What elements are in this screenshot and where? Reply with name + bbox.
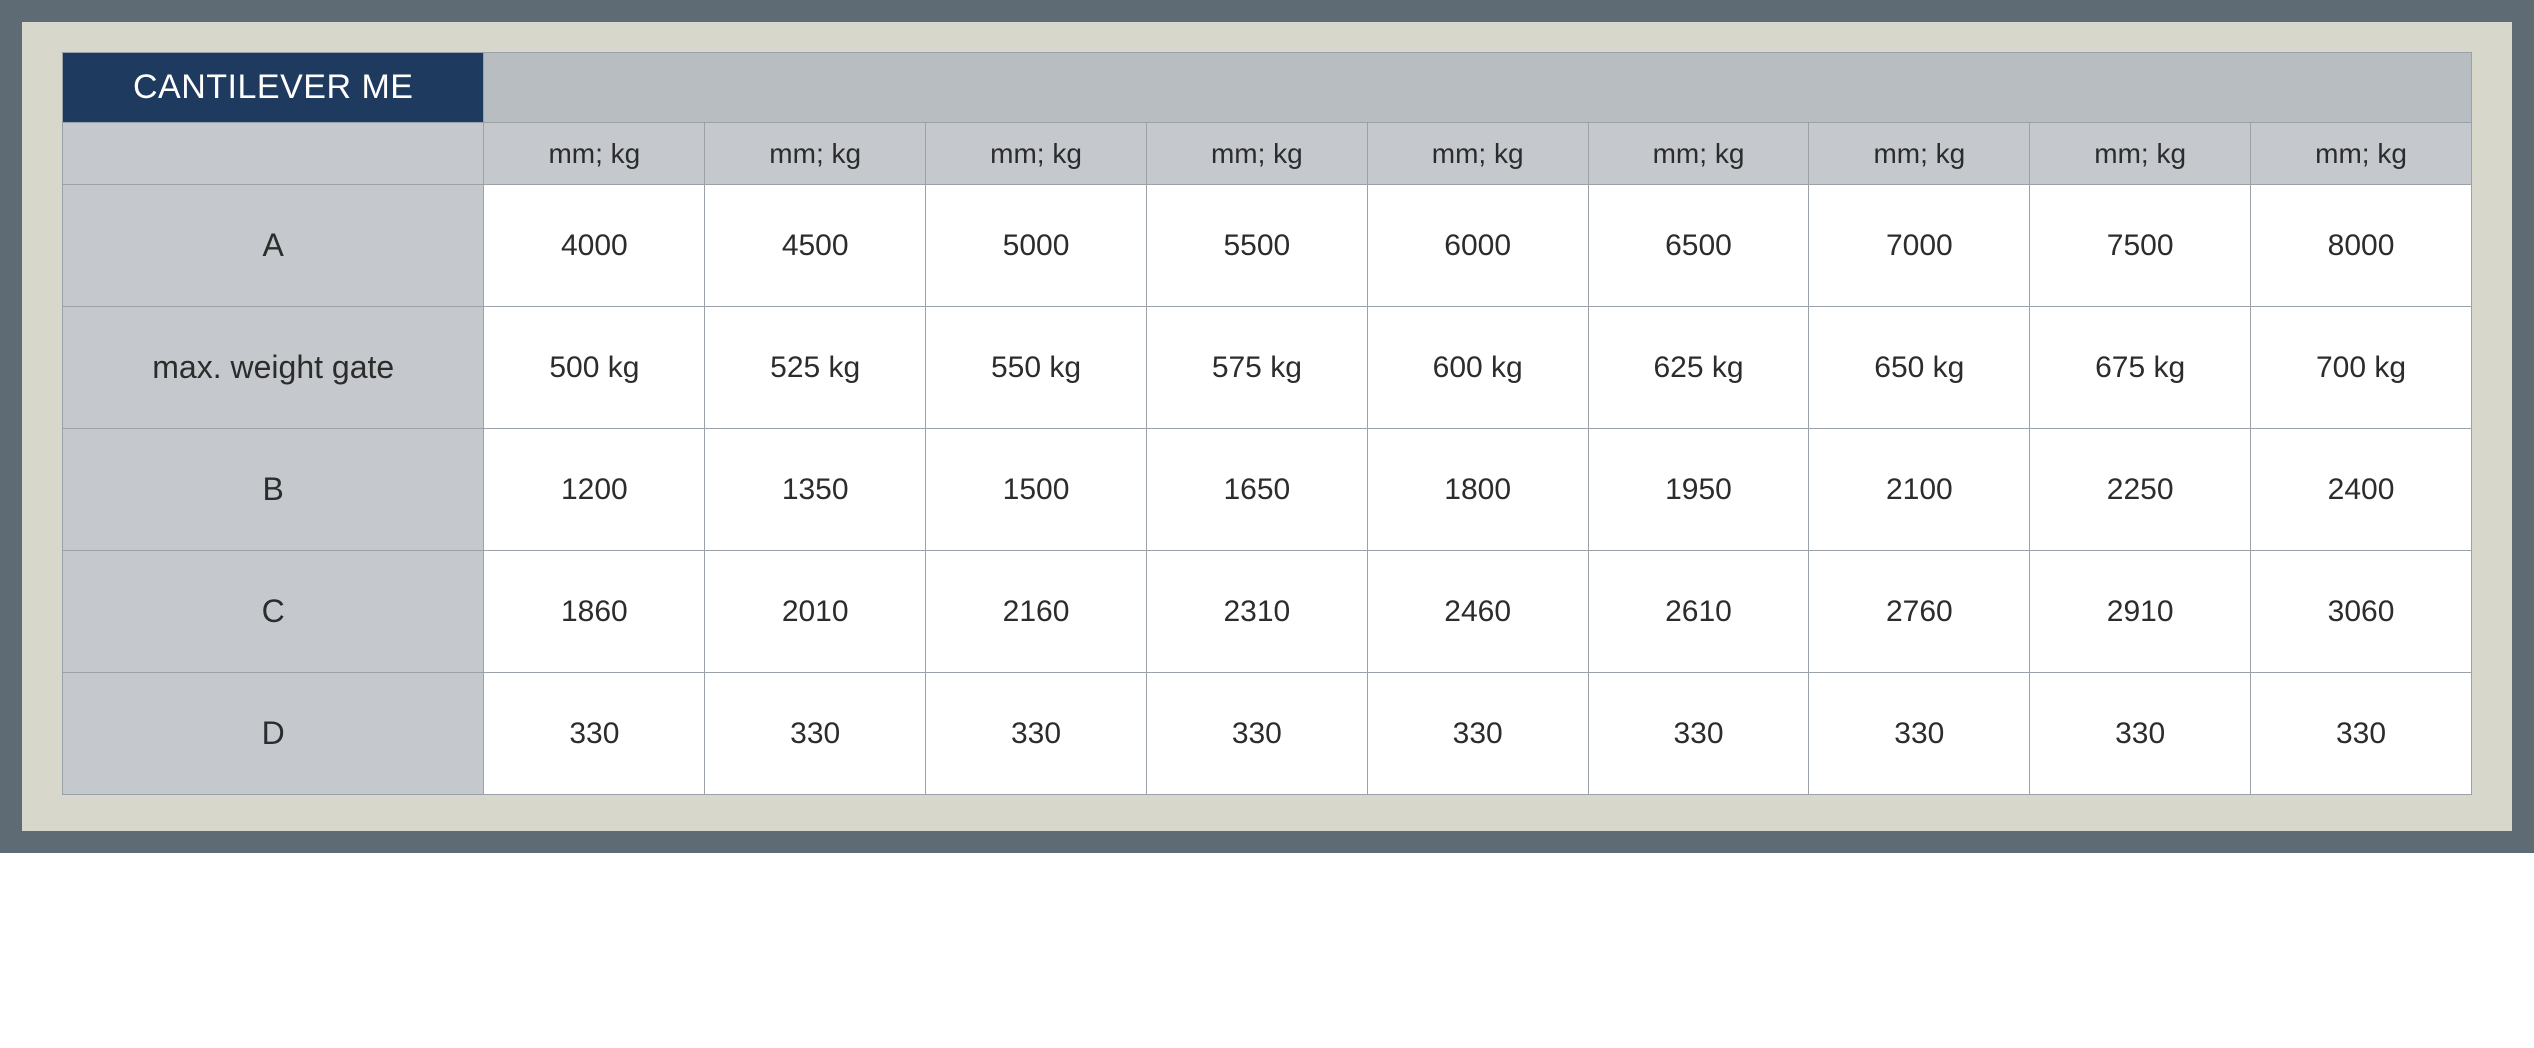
cell: 4500: [705, 185, 926, 307]
row-label: A: [63, 185, 484, 307]
cell: 675 kg: [2030, 307, 2251, 429]
cell: 575 kg: [1146, 307, 1367, 429]
unit-header: mm; kg: [1146, 123, 1367, 185]
cell: 3060: [2251, 551, 2472, 673]
unit-header: mm; kg: [2030, 123, 2251, 185]
cell: 330: [1809, 673, 2030, 795]
cell: 1500: [926, 429, 1147, 551]
cell: 2100: [1809, 429, 2030, 551]
cell: 2460: [1367, 551, 1588, 673]
cell: 7000: [1809, 185, 2030, 307]
unit-header: mm; kg: [1367, 123, 1588, 185]
outer-frame: CANTILEVER ME mm; kg mm; kg mm; kg mm; k…: [0, 0, 2534, 853]
cell: 7500: [2030, 185, 2251, 307]
cell: 330: [2251, 673, 2472, 795]
cell: 1860: [484, 551, 705, 673]
unit-header: mm; kg: [1809, 123, 2030, 185]
cell: 1200: [484, 429, 705, 551]
cell: 330: [705, 673, 926, 795]
table-row: A 4000 4500 5000 5500 6000 6500 7000 750…: [63, 185, 2472, 307]
unit-header: mm; kg: [2251, 123, 2472, 185]
units-row: mm; kg mm; kg mm; kg mm; kg mm; kg mm; k…: [63, 123, 2472, 185]
cell: 2910: [2030, 551, 2251, 673]
cell: 330: [2030, 673, 2251, 795]
cell: 2250: [2030, 429, 2251, 551]
table-body: A 4000 4500 5000 5500 6000 6500 7000 750…: [63, 185, 2472, 795]
cell: 330: [926, 673, 1147, 795]
title-row: CANTILEVER ME: [63, 53, 2472, 123]
row-label: D: [63, 673, 484, 795]
cell: 700 kg: [2251, 307, 2472, 429]
inner-frame: CANTILEVER ME mm; kg mm; kg mm; kg mm; k…: [22, 22, 2512, 831]
table-row: B 1200 1350 1500 1650 1800 1950 2100 225…: [63, 429, 2472, 551]
row-label: max. weight gate: [63, 307, 484, 429]
cell: 330: [1588, 673, 1809, 795]
cell: 330: [1367, 673, 1588, 795]
cell: 2160: [926, 551, 1147, 673]
cell: 600 kg: [1367, 307, 1588, 429]
cell: 500 kg: [484, 307, 705, 429]
cell: 1800: [1367, 429, 1588, 551]
cell: 5000: [926, 185, 1147, 307]
cell: 2310: [1146, 551, 1367, 673]
cell: 650 kg: [1809, 307, 2030, 429]
cell: 1350: [705, 429, 926, 551]
cell: 2010: [705, 551, 926, 673]
cell: 525 kg: [705, 307, 926, 429]
cell: 4000: [484, 185, 705, 307]
row-label: C: [63, 551, 484, 673]
table-row: max. weight gate 500 kg 525 kg 550 kg 57…: [63, 307, 2472, 429]
unit-header: mm; kg: [1588, 123, 1809, 185]
cell: 1650: [1146, 429, 1367, 551]
unit-header: mm; kg: [705, 123, 926, 185]
table-row: C 1860 2010 2160 2310 2460 2610 2760 291…: [63, 551, 2472, 673]
cell: 1950: [1588, 429, 1809, 551]
cell: 2400: [2251, 429, 2472, 551]
table-title: CANTILEVER ME: [63, 53, 484, 123]
cell: 2760: [1809, 551, 2030, 673]
cell: 550 kg: [926, 307, 1147, 429]
cell: 330: [484, 673, 705, 795]
unit-header: mm; kg: [926, 123, 1147, 185]
cell: 6000: [1367, 185, 1588, 307]
table-row: D 330 330 330 330 330 330 330 330 330: [63, 673, 2472, 795]
cell: 5500: [1146, 185, 1367, 307]
units-blank: [63, 123, 484, 185]
cell: 6500: [1588, 185, 1809, 307]
unit-header: mm; kg: [484, 123, 705, 185]
cell: 625 kg: [1588, 307, 1809, 429]
cell: 2610: [1588, 551, 1809, 673]
cell: 330: [1146, 673, 1367, 795]
spec-table: CANTILEVER ME mm; kg mm; kg mm; kg mm; k…: [62, 52, 2472, 795]
row-label: B: [63, 429, 484, 551]
cell: 8000: [2251, 185, 2472, 307]
title-spacer: [484, 53, 2472, 123]
